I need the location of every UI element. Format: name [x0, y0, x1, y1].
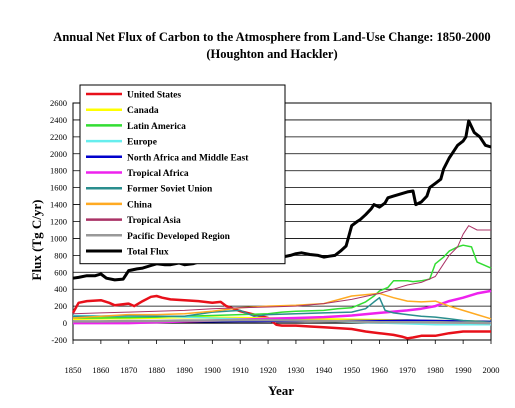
chart-subtitle: (Houghton and Hackler)	[206, 47, 337, 61]
legend-label: Latin America	[127, 122, 186, 132]
x-tick-label: 1940	[315, 365, 332, 375]
series-line-pacific-developed-region	[73, 318, 492, 325]
legend-label: United States	[127, 91, 181, 101]
legend-label: Pacific Developed Region	[127, 232, 231, 242]
y-tick-label: 0	[63, 318, 67, 328]
y-tick-label: 1200	[50, 217, 67, 227]
x-tick-label: 1850	[65, 365, 82, 375]
legend-label: North Africa and Middle East	[127, 153, 249, 163]
x-tick-label: 1860	[92, 365, 109, 375]
y-tick-label: 1800	[50, 166, 67, 176]
legend-label: China	[127, 200, 152, 210]
x-tick-label: 1980	[427, 365, 444, 375]
y-tick-label: 200	[54, 301, 67, 311]
x-tick-label: 1900	[204, 365, 221, 375]
x-axis-label: Year	[268, 383, 294, 398]
y-tick-label: 2400	[50, 115, 67, 125]
y-tick-label: 1000	[50, 233, 67, 243]
x-tick-label: 1890	[176, 365, 193, 375]
legend-label: Tropical Africa	[127, 169, 189, 179]
y-tick-label: 800	[54, 250, 67, 260]
series-line-tropical-asia	[72, 225, 491, 315]
y-tick-label: 400	[54, 284, 67, 294]
axis-layer: 2600240022002000180016001400120010008006…	[50, 98, 500, 375]
y-tick-label: -200	[51, 335, 67, 345]
legend-label: Europe	[127, 138, 157, 148]
legend: United States Canada Latin America Europe No…	[79, 84, 286, 265]
x-tick-label: 1960	[371, 365, 388, 375]
x-tick-label: 1990	[455, 365, 472, 375]
legend-label: Tropical Asia	[127, 216, 181, 226]
y-tick-label: 2000	[50, 149, 67, 159]
y-tick-label: 600	[54, 267, 67, 277]
y-tick-label: 1600	[50, 183, 67, 193]
legend-label: Former Soviet Union	[127, 185, 213, 195]
y-tick-label: 1400	[50, 200, 67, 210]
legend-box	[79, 84, 286, 265]
x-tick-label: 1930	[287, 365, 304, 375]
x-tick-label: 1910	[232, 365, 249, 375]
legend-label: Canada	[127, 106, 159, 116]
series-line-china	[72, 292, 492, 320]
series-line-former-soviet-union	[73, 296, 492, 323]
x-tick-label: 1950	[343, 365, 360, 375]
y-tick-label: 2200	[50, 132, 67, 142]
legend-label: Total Flux	[127, 248, 169, 258]
y-tick-label: 2600	[50, 98, 67, 108]
x-tick-label: 2000	[483, 365, 500, 375]
chart-title: Annual Net Flux of Carbon to the Atmosph…	[53, 30, 490, 44]
series-layer	[71, 119, 492, 340]
series-line-united-states	[71, 294, 491, 340]
x-tick-label: 1970	[399, 365, 416, 375]
x-tick-label: 1920	[260, 365, 277, 375]
x-tick-label: 1880	[148, 365, 165, 375]
x-tick-label: 1870	[120, 365, 137, 375]
y-axis-label: Flux (Tg C/yr)	[29, 200, 44, 281]
